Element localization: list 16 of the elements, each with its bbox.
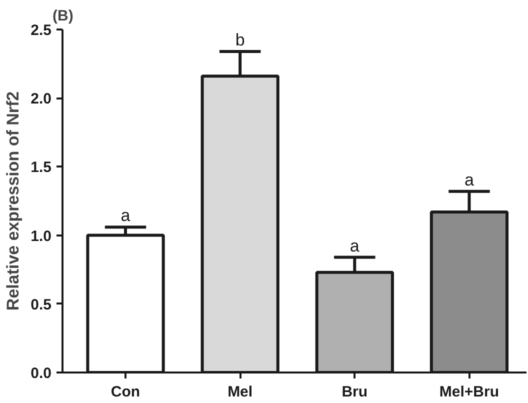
annotation: b <box>235 30 245 50</box>
y-tick-label: 1.0 <box>30 228 52 245</box>
y-axis-title: Relative expression of Nrf2 <box>4 91 23 311</box>
x-tick-label: Mel+Bru <box>439 384 500 400</box>
annotation: a <box>464 170 474 190</box>
y-tick-label: 0.0 <box>30 365 52 382</box>
x-tick-label: Con <box>110 384 140 400</box>
x-tick-label: Mel <box>228 384 253 400</box>
annotation: a <box>120 206 131 226</box>
x-tick-label: Bru <box>342 384 368 400</box>
y-tick-label: 0.5 <box>30 296 52 314</box>
annotation: a <box>350 236 360 256</box>
y-tick-label: 2.0 <box>30 90 52 108</box>
y-tick-label: 1.5 <box>30 159 52 176</box>
chart-title: (B) <box>52 8 74 24</box>
y-tick-label: 2.5 <box>30 22 52 39</box>
